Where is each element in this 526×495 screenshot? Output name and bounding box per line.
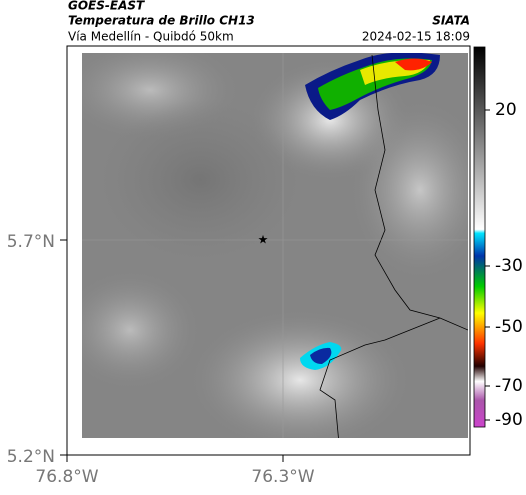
- colorbar-label: -30: [495, 256, 523, 276]
- lon-label: 76.8°W: [35, 467, 98, 487]
- satellite-image: ★: [82, 53, 468, 438]
- source: SIATA: [432, 14, 470, 28]
- timestamp: 2024-02-15 18:09: [362, 30, 470, 44]
- svg-text:★: ★: [258, 233, 269, 247]
- lat-label: 5.2°N: [7, 447, 55, 467]
- title: GOES-EAST: [68, 0, 145, 13]
- route: Vía Medellín - Quibdó 50km: [68, 30, 234, 44]
- lat-label: 5.7°N: [7, 232, 55, 252]
- colorbar-label: -70: [495, 376, 523, 396]
- subtitle: Temperatura de Brillo CH13: [68, 14, 255, 28]
- lon-label: 76.3°W: [251, 467, 314, 487]
- colorbar-label: 20: [495, 100, 517, 120]
- colorbar: [473, 46, 486, 428]
- colorbar-label: -50: [495, 317, 523, 337]
- colorbar-ticks: 20 -30 -50 -70 -90: [485, 100, 523, 430]
- colorbar-label: -90: [495, 410, 523, 430]
